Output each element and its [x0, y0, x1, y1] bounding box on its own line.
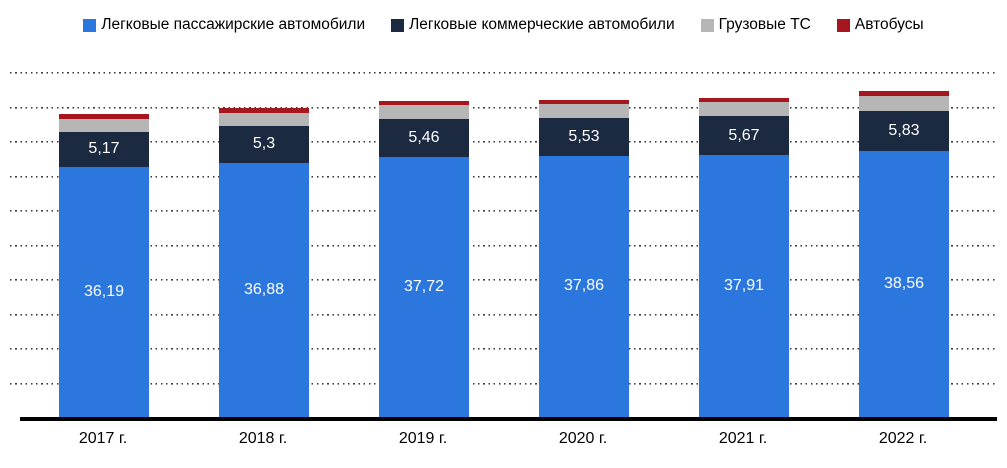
bar-segment: 37,86 [539, 155, 629, 417]
data-label: 5,67 [728, 126, 760, 144]
bar-segment: 38,56 [859, 150, 949, 417]
legend-item-passenger-cars: Легковые пассажирские автомобили [83, 16, 365, 34]
legend-label: Автобусы [854, 16, 924, 33]
x-axis-tick-label: 2018 г. [238, 430, 288, 447]
legend-swatch-passenger-cars [83, 18, 97, 32]
bar-segment: 37,91 [699, 155, 789, 417]
bar-segment [379, 101, 469, 106]
bar-segment: 36,19 [59, 167, 149, 417]
legend-swatch-trucks [700, 18, 714, 32]
bar-2021: 37,91 5,67 [699, 97, 789, 417]
x-axis-tick-label: 2021 г. [718, 430, 768, 447]
data-label: 5,83 [888, 121, 920, 139]
gridline [10, 141, 998, 143]
bar-2020: 37,86 5,53 [539, 99, 629, 417]
bar-segment [59, 118, 149, 132]
bar-segment [539, 103, 629, 118]
bar-segment [859, 95, 949, 111]
chart-legend: Легковые пассажирские автомобили Легковы… [0, 16, 1007, 34]
bar-2017: 36,19 5,17 [59, 114, 149, 417]
bar-segment: 5,53 [539, 117, 629, 156]
gridline [10, 210, 998, 212]
gridline [10, 348, 998, 350]
gridline [10, 313, 998, 316]
gridline [10, 382, 998, 385]
bar-2019: 37,72 5,46 [379, 101, 469, 417]
x-axis-tick-label: 2022 г. [878, 430, 928, 447]
gridline [10, 106, 998, 109]
legend-label: Легковые пассажирские автомобили [101, 16, 366, 33]
data-label: 5,46 [408, 128, 440, 146]
bar-2022: 38,56 5,83 [859, 91, 949, 417]
bar-segment [219, 112, 309, 126]
x-axis-tick-label: 2019 г. [398, 430, 448, 447]
x-axis-line [20, 417, 997, 421]
x-axis-tick-label: 2017 г. [78, 430, 128, 447]
data-label: 37,86 [563, 277, 605, 295]
bar-segment: 5,3 [219, 125, 309, 163]
plot-area: 36,19 5,17 36,88 5,3 37,72 5,46 37,86 5,53 37,91… [0, 72, 1007, 421]
data-label: 37,72 [403, 277, 445, 295]
bar-segment: 37,72 [379, 156, 469, 417]
data-label: 38,56 [883, 274, 925, 292]
bar-segment: 5,67 [699, 116, 789, 156]
gridline [10, 244, 998, 247]
data-label: 36,88 [243, 280, 285, 298]
data-label: 37,91 [723, 277, 765, 295]
bar-segment [699, 97, 789, 102]
bar-segment [859, 91, 949, 96]
bar-segment: 36,88 [219, 162, 309, 417]
legend-label: Легковые коммерческие автомобили [409, 16, 675, 33]
gridline [10, 175, 998, 178]
bar-segment: 5,83 [859, 110, 949, 151]
bar-2018: 36,88 5,3 [219, 108, 309, 417]
data-label: 5,53 [568, 127, 600, 145]
legend-item-trucks: Грузовые ТС [700, 16, 811, 34]
legend-item-buses: Автобусы [836, 16, 924, 34]
x-axis-tick-label: 2020 г. [558, 430, 608, 447]
bar-segment [699, 101, 789, 117]
bar-segment [219, 108, 309, 113]
gridline [10, 72, 998, 74]
bar-segment: 5,46 [379, 119, 469, 157]
x-axis-labels: 2017 г. 2018 г. 2019 г. 2020 г. 2021 г. 2022 … [0, 430, 1007, 452]
bar-segment [379, 105, 469, 120]
bar-segment: 5,17 [59, 131, 149, 168]
legend-swatch-buses [836, 18, 850, 32]
data-label: 5,17 [88, 140, 120, 158]
legend-label: Грузовые ТС [718, 16, 811, 33]
legend-item-light-commercial: Легковые коммерческие автомобили [391, 16, 675, 34]
gridline [10, 279, 998, 281]
bar-segment [539, 99, 629, 104]
bar-segment [59, 114, 149, 119]
legend-swatch-light-commercial [391, 18, 405, 32]
data-label: 5,3 [252, 135, 276, 153]
data-label: 36,19 [83, 283, 125, 301]
